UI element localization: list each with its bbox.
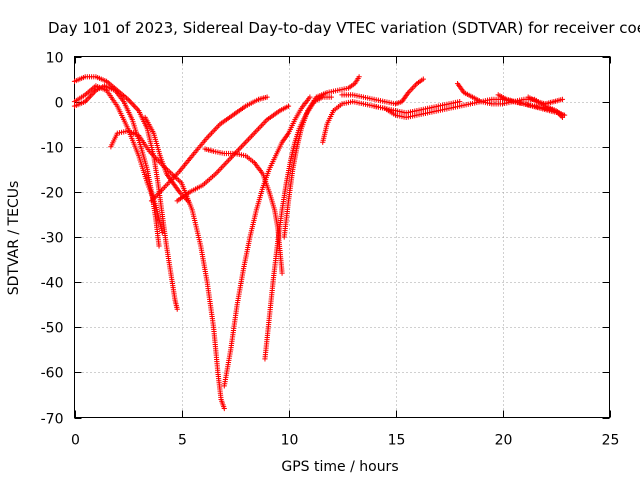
x-tick-label: 25 xyxy=(602,433,620,449)
y-tick-label: 10 xyxy=(46,51,64,67)
data-point xyxy=(279,270,285,276)
y-tick-label: -70 xyxy=(41,412,64,428)
y-tick-label: 0 xyxy=(55,96,64,112)
series-arc-1 xyxy=(71,74,180,312)
series-arc-6 xyxy=(148,94,270,204)
series-arc-4 xyxy=(108,128,227,412)
series-arc-12 xyxy=(320,99,463,145)
data-point xyxy=(328,94,334,100)
y-tick-label: -10 xyxy=(41,141,64,157)
y-tick-label: -30 xyxy=(41,231,64,247)
series-arc-13 xyxy=(339,76,426,107)
series-arc-8 xyxy=(202,146,285,276)
x-tick-label: 0 xyxy=(71,433,80,449)
x-tick-label: 10 xyxy=(281,433,299,449)
axis-ticks: 0 5 10 15 20 25 10 0 -10 -20 -30 -40 -50 -60 -70 xyxy=(41,51,620,449)
data-point xyxy=(420,76,426,82)
data-marks xyxy=(71,74,568,412)
data-point xyxy=(156,243,162,249)
series-arc-5 xyxy=(142,114,191,204)
data-point xyxy=(559,96,566,102)
y-tick-label: -60 xyxy=(41,366,64,382)
y-axis-label: SDTVAR / TECUs xyxy=(6,181,22,296)
x-tick-label: 20 xyxy=(495,433,513,449)
data-point xyxy=(174,306,180,312)
chart-title: Day 101 of 2023, Sidereal Day-to-day VTE… xyxy=(48,19,640,37)
y-tick-label: -50 xyxy=(41,321,64,337)
x-tick-label: 5 xyxy=(178,433,187,449)
series-arc-3 xyxy=(71,83,165,236)
data-point xyxy=(307,94,313,100)
data-point xyxy=(221,405,227,412)
y-tick-label: -20 xyxy=(41,186,64,202)
series-arc-7 xyxy=(174,103,292,204)
data-point xyxy=(457,99,463,105)
x-axis-label: GPS time / hours xyxy=(281,459,398,475)
data-point xyxy=(264,94,270,100)
series-arc-9 xyxy=(221,94,313,389)
y-tick-label: -40 xyxy=(41,276,64,292)
grid xyxy=(74,56,610,418)
data-point xyxy=(185,198,191,204)
data-point xyxy=(285,103,292,109)
data-point xyxy=(159,229,165,236)
x-tick-label: 15 xyxy=(388,433,406,449)
series-arc-17 xyxy=(525,94,566,107)
data-point xyxy=(561,112,568,118)
data-point xyxy=(356,74,362,80)
series-arc-11 xyxy=(281,74,362,240)
series-arc-16 xyxy=(495,92,568,118)
